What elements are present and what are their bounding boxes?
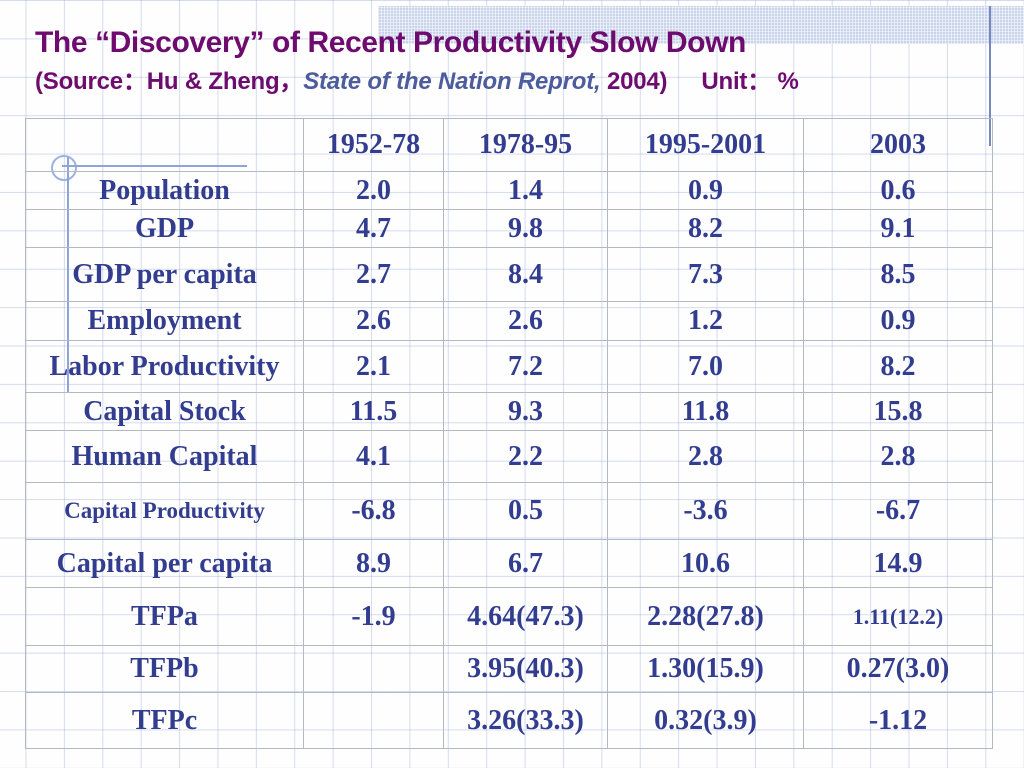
table-row: GDP 4.7 9.8 8.2 9.1 (25, 209, 993, 248)
table-row: Capital Stock 11.5 9.3 11.8 15.8 (25, 392, 993, 431)
table-cell: 2.2 (443, 430, 608, 483)
table-cell: 9.8 (443, 209, 608, 248)
table-row: Labor Productivity 2.1 7.2 7.0 8.2 (25, 340, 993, 393)
column-header: 2003 (803, 118, 993, 172)
table-cell: -1.9 (303, 587, 444, 646)
corner-cell (25, 118, 304, 172)
table-cell: 1.2 (607, 301, 804, 341)
table-cell: 4.1 (303, 430, 444, 483)
table-cell: 8.5 (803, 247, 993, 302)
table-cell: 8.4 (443, 247, 608, 302)
row-label: Human Capital (25, 430, 304, 483)
productivity-table: 1952-78 1978-95 1995-2001 2003 Population 2.… (25, 118, 993, 749)
table-cell: 0.27(3.0) (803, 645, 993, 693)
row-label: Population (25, 171, 304, 210)
table-row: Human Capital 4.1 2.2 2.8 2.8 (25, 430, 993, 483)
table-cell: 2.28(27.8) (607, 587, 804, 646)
table-head: 1952-78 1978-95 1995-2001 2003 (25, 118, 993, 172)
table-cell: 2.1 (303, 340, 444, 393)
slide-title: The “Discovery” of Recent Productivity S… (35, 26, 746, 59)
table-cell: 2.6 (443, 301, 608, 341)
source-book-title: State of the Nation Reprot, (303, 68, 601, 95)
slide-subtitle: (Source：Hu & Zheng，State of the Nation R… (35, 61, 1015, 96)
table-cell: 3.95(40.3) (443, 645, 608, 693)
table-cell: -3.6 (607, 482, 804, 540)
table-cell: 10.6 (607, 539, 804, 588)
table-cell: 2.8 (607, 430, 804, 483)
table-cell: 1.4 (443, 171, 608, 210)
row-label: TFPc (25, 692, 304, 749)
table-row: Employment 2.6 2.6 1.2 0.9 (25, 301, 993, 341)
row-label: Employment (25, 301, 304, 341)
decorative-right-rule (989, 6, 991, 146)
table-cell: 8.9 (303, 539, 444, 588)
table-cell: 9.1 (803, 209, 993, 248)
table-cell: 4.64(47.3) (443, 587, 608, 646)
table-cell: 6.7 (443, 539, 608, 588)
row-label: TFPa (25, 587, 304, 646)
table-row: GDP per capita 2.7 8.4 7.3 8.5 (25, 247, 993, 302)
table-row: TFPa -1.9 4.64(47.3) 2.28(27.8) 1.11(12.2) (25, 587, 993, 646)
table-cell: 0.9 (803, 301, 993, 341)
header-row: 1952-78 1978-95 1995-2001 2003 (25, 118, 993, 172)
table-cell: 0.5 (443, 482, 608, 540)
column-header: 1978-95 (443, 118, 608, 172)
table-row: TFPb 3.95(40.3) 1.30(15.9) 0.27(3.0) (25, 645, 993, 693)
table-row: Capital Productivity -6.8 0.5 -3.6 -6.7 (25, 482, 993, 540)
row-label: GDP per capita (25, 247, 304, 302)
table-cell: 11.8 (607, 392, 804, 431)
table-cell: 3.26(33.3) (443, 692, 608, 749)
table-cell: 0.9 (607, 171, 804, 210)
table-cell (303, 692, 444, 749)
column-header: 1995-2001 (607, 118, 804, 172)
table-cell: 7.0 (607, 340, 804, 393)
table-cell: 1.30(15.9) (607, 645, 804, 693)
table-cell: 14.9 (803, 539, 993, 588)
table-cell: 2.0 (303, 171, 444, 210)
table-cell: 0.6 (803, 171, 993, 210)
table-cell: 11.5 (303, 392, 444, 431)
table-cell: 4.7 (303, 209, 444, 248)
table-row: Capital per capita 8.9 6.7 10.6 14.9 (25, 539, 993, 588)
table-cell: 2.8 (803, 430, 993, 483)
row-label: Labor Productivity (25, 340, 304, 393)
source-suffix: 2004) (600, 68, 668, 95)
table-body: Population 2.0 1.4 0.9 0.6 GDP 4.7 9.8 8.2 9.1 GDP… (25, 171, 993, 749)
table-cell: 2.6 (303, 301, 444, 341)
source-prefix: (Source：Hu & Zheng， (35, 68, 304, 95)
row-label: Capital Productivity (25, 482, 304, 540)
row-label: TFPb (25, 645, 304, 693)
table-cell: 0.32(3.9) (607, 692, 804, 749)
row-label: Capital per capita (25, 539, 304, 588)
row-label: Capital Stock (25, 392, 304, 431)
table-cell: 9.3 (443, 392, 608, 431)
table-cell (303, 645, 444, 693)
table-cell: 7.2 (443, 340, 608, 393)
row-label: GDP (25, 209, 304, 248)
table-cell: -6.8 (303, 482, 444, 540)
table-cell: 1.11(12.2) (803, 587, 993, 646)
table-row: Population 2.0 1.4 0.9 0.6 (25, 171, 993, 210)
decorative-top-band (378, 6, 1024, 44)
table-row: TFPc 3.26(33.3) 0.32(3.9) -1.12 (25, 692, 993, 749)
unit-label: Unit： % (701, 68, 799, 95)
table-cell: 8.2 (803, 340, 993, 393)
table-cell: 8.2 (607, 209, 804, 248)
table-cell: 7.3 (607, 247, 804, 302)
table-cell: 15.8 (803, 392, 993, 431)
column-header: 1952-78 (303, 118, 444, 172)
table-cell: -6.7 (803, 482, 993, 540)
table-cell: 2.7 (303, 247, 444, 302)
table-cell: -1.12 (803, 692, 993, 749)
